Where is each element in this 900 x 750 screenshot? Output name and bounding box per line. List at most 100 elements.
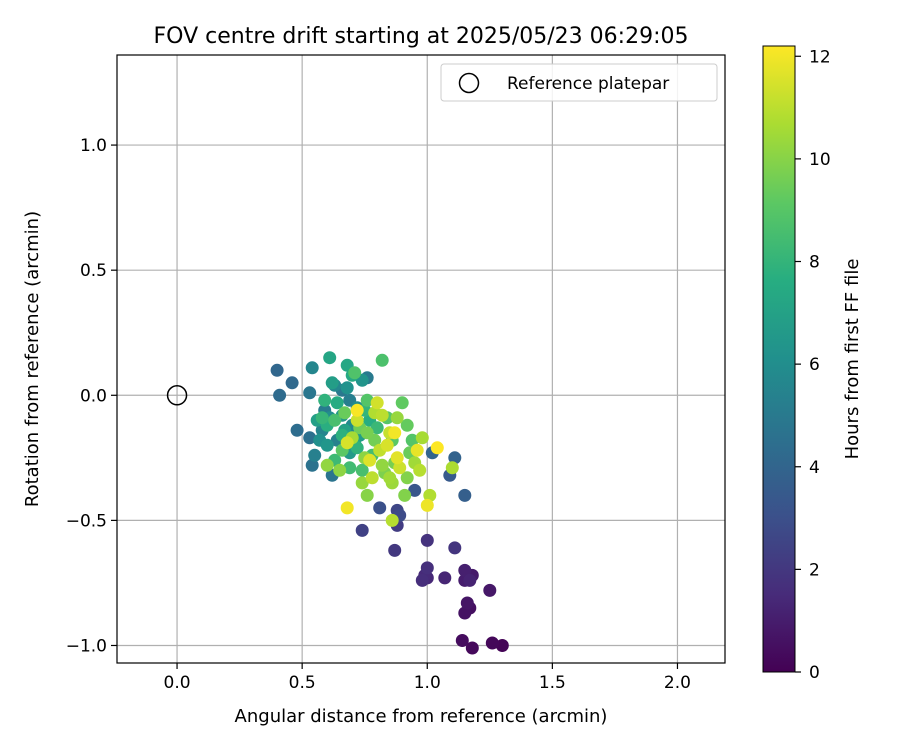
legend: Reference platepar: [440, 63, 718, 102]
data-point: [350, 403, 364, 417]
colorbar-tick-label: 0: [809, 663, 820, 683]
y-tick-label: 0.0: [80, 386, 107, 406]
data-point: [340, 501, 354, 515]
reference-marker-group: [166, 385, 188, 406]
data-point: [405, 433, 419, 447]
data-point: [415, 573, 429, 587]
data-point: [355, 476, 369, 490]
data-point: [463, 573, 477, 587]
grid: [117, 55, 725, 663]
data-point: [458, 563, 472, 577]
y-tick-label: 1.0: [80, 136, 107, 156]
data-point: [400, 418, 414, 432]
data-point: [390, 411, 404, 425]
x-tick-label: 0.0: [164, 673, 191, 693]
data-point: [348, 366, 362, 380]
data-point: [455, 634, 469, 647]
data-point: [430, 441, 444, 455]
data-point: [320, 438, 334, 452]
legend-box: [440, 63, 718, 102]
y-axis-ticks: −1.0 −0.5 0.0 0.5 1.0: [66, 136, 117, 656]
data-point: [448, 451, 462, 465]
chart-title: FOV centre drift starting at 2025/05/23 …: [154, 24, 689, 49]
data-point: [385, 513, 399, 527]
data-point: [410, 443, 424, 457]
data-point: [383, 471, 397, 485]
data-point: [360, 426, 374, 440]
y-axis-label: Rotation from reference (arcmin): [22, 211, 43, 507]
data-point: [330, 396, 344, 410]
data-point: [343, 461, 357, 475]
colorbar: [763, 46, 795, 672]
data-point: [423, 488, 437, 502]
colorbar-tick-label: 2: [809, 560, 820, 580]
plot-frame: [116, 54, 726, 664]
data-point: [325, 376, 339, 390]
data-point: [273, 388, 287, 402]
data-point: [340, 381, 354, 395]
data-point: [458, 488, 472, 502]
data-point: [375, 353, 389, 367]
data-point: [305, 361, 319, 375]
x-axis-ticks: 0.0 0.5 1.0 1.5 2.0: [164, 663, 691, 693]
data-point: [398, 488, 412, 502]
data-point: [370, 396, 384, 410]
y-tick-label: 0.5: [80, 261, 107, 281]
data-point: [395, 396, 409, 410]
data-point: [373, 501, 387, 515]
data-point: [413, 463, 427, 477]
data-point: [360, 488, 374, 502]
colorbar-tick-label: 12: [809, 47, 831, 67]
data-point: [290, 423, 304, 437]
data-point: [420, 561, 434, 575]
x-axis-label: Angular distance from reference (arcmin): [235, 706, 608, 727]
data-point: [465, 641, 479, 655]
data-point: [420, 533, 434, 547]
data-points: [270, 351, 509, 655]
data-point: [388, 426, 402, 440]
data-point: [380, 438, 394, 452]
data-point: [438, 571, 452, 585]
data-point: [445, 461, 459, 475]
colorbar-tick-label: 6: [809, 355, 820, 375]
data-point: [303, 431, 317, 445]
data-point: [338, 406, 352, 420]
data-point: [393, 461, 407, 475]
y-tick-label: −0.5: [66, 511, 107, 531]
data-point: [360, 393, 374, 407]
data-point: [458, 606, 472, 620]
data-point: [355, 463, 369, 477]
data-point: [323, 351, 337, 365]
data-point: [303, 386, 317, 400]
x-tick-label: 1.5: [539, 673, 566, 693]
colorbar-tick-label: 8: [809, 253, 820, 273]
data-point: [350, 413, 364, 427]
x-tick-label: 0.5: [289, 673, 316, 693]
legend-marker-open-circle-icon: [458, 72, 480, 94]
x-tick-label: 2.0: [664, 673, 691, 693]
data-point: [495, 639, 509, 652]
colorbar-ticks: 0 2 4 6 8 10 12: [795, 47, 831, 683]
data-point: [285, 376, 299, 390]
legend-label-reference-platepar: Reference platepar: [507, 74, 669, 94]
data-point: [315, 411, 329, 425]
data-point: [320, 458, 334, 472]
data-point: [448, 541, 462, 555]
data-point: [415, 431, 429, 445]
data-point: [270, 363, 284, 377]
colorbar-label: Hours from first FF file: [842, 259, 863, 460]
data-point: [340, 436, 354, 450]
data-point: [305, 458, 319, 472]
data-point: [388, 543, 402, 557]
data-point: [485, 636, 499, 650]
y-tick-label: −1.0: [66, 636, 107, 656]
data-point: [318, 393, 332, 407]
plot-area: [117, 55, 725, 663]
x-tick-label: 1.0: [414, 673, 441, 693]
data-point: [350, 441, 364, 455]
colorbar-frame: [762, 45, 796, 673]
data-point: [375, 408, 389, 422]
data-point: [365, 471, 379, 485]
data-point: [355, 523, 369, 537]
